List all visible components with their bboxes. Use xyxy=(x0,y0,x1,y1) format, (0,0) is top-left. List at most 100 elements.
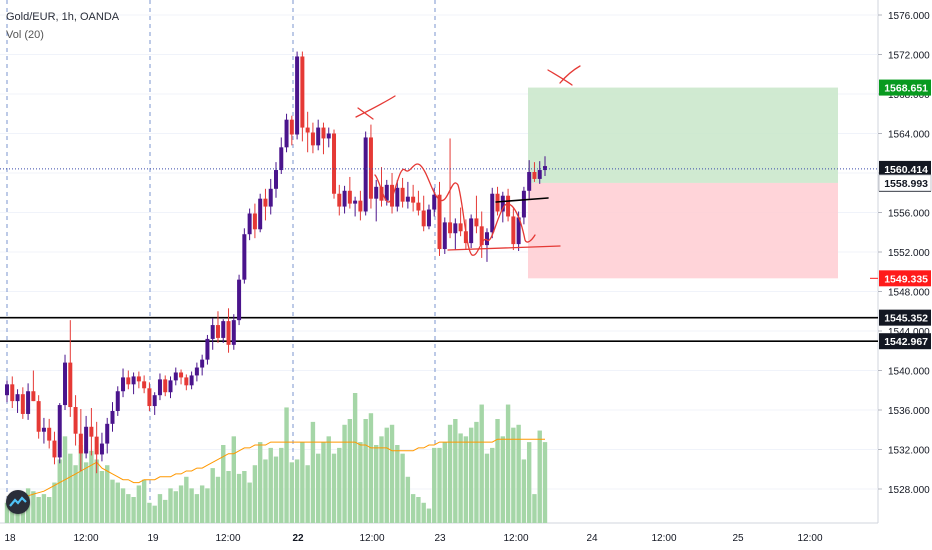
volume-bar xyxy=(453,419,458,523)
volume-bar xyxy=(120,488,126,523)
candle-body xyxy=(279,147,284,171)
volume-bar xyxy=(252,465,258,523)
price-tag-box xyxy=(879,270,931,287)
candle-body xyxy=(231,320,236,345)
volume-bar xyxy=(231,436,237,523)
volume-bar xyxy=(215,476,221,523)
candle-body xyxy=(147,388,152,407)
volume-bar xyxy=(410,494,416,523)
position-profit-zone xyxy=(528,87,838,183)
volume-bar xyxy=(31,491,36,523)
candle-body xyxy=(453,223,458,234)
candle-body xyxy=(458,223,463,232)
candle-body xyxy=(405,196,410,202)
volume-bar xyxy=(505,404,511,523)
volume-bar xyxy=(199,485,205,523)
candle-body xyxy=(500,195,505,212)
time-tick-label: 22 xyxy=(292,533,304,544)
candle-body xyxy=(163,379,168,393)
candle-body xyxy=(305,127,310,133)
candle-body xyxy=(316,127,321,146)
time-tick-label: 25 xyxy=(732,533,744,544)
candle-body xyxy=(484,232,489,246)
candle-body xyxy=(63,362,68,406)
price-tag-box xyxy=(878,174,932,192)
volume-bar xyxy=(163,499,168,523)
candle-body xyxy=(152,395,157,407)
candle-body xyxy=(258,198,263,230)
candle-body xyxy=(321,127,326,139)
volume-bar xyxy=(168,488,173,523)
volume-indicator-label: Vol (20) xyxy=(6,29,44,41)
volume-bar xyxy=(479,404,484,523)
volume-bar xyxy=(468,427,474,523)
price-tag-box xyxy=(879,160,931,177)
candle-body xyxy=(252,213,257,230)
volume-bar xyxy=(273,456,279,523)
volume-bar xyxy=(521,459,527,523)
annotation-stroke xyxy=(357,107,374,120)
candle-body xyxy=(99,443,104,455)
volume-bar xyxy=(89,450,94,523)
candle-body xyxy=(89,426,94,437)
time-axis-labels: 18 12:00 19 12:00 22 12:00 23 12:00 24 12:00 25 12:… xyxy=(4,533,823,544)
candle-body xyxy=(469,218,474,244)
candle-body xyxy=(274,170,278,189)
volume-bar xyxy=(173,491,178,523)
volume-bar xyxy=(152,505,157,523)
volume-bar xyxy=(115,482,120,523)
tradingview-logo-icon[interactable] xyxy=(6,490,30,514)
candle-body xyxy=(474,218,479,227)
candle-body xyxy=(57,405,62,458)
price-tick-label: 1572.000 xyxy=(888,51,930,62)
candle-body xyxy=(263,198,268,207)
volume-bar xyxy=(131,497,136,523)
time-tick-label: 12:00 xyxy=(73,533,98,544)
price-tick-label: 1528.000 xyxy=(888,485,930,496)
volume-bar xyxy=(400,453,405,523)
candle-body xyxy=(379,186,384,201)
candle-body xyxy=(47,427,52,441)
price-tick-label: 1536.000 xyxy=(888,406,930,417)
volume-bar xyxy=(484,453,490,523)
candle-body xyxy=(363,137,368,212)
candle-body xyxy=(247,213,252,235)
volume-bar xyxy=(284,407,289,523)
candle-body xyxy=(384,184,389,201)
candle-body xyxy=(168,380,173,393)
volume-bar xyxy=(405,476,411,523)
candle-body xyxy=(511,216,516,245)
volume-bar xyxy=(242,471,247,523)
volume-bar xyxy=(532,494,537,523)
candle-body xyxy=(532,172,537,179)
candle-body xyxy=(173,372,178,381)
volume-bar xyxy=(147,502,152,523)
volume-bar xyxy=(247,482,252,523)
candle-body xyxy=(326,133,331,139)
candle-body xyxy=(194,367,199,376)
time-tick-label: 19 xyxy=(147,533,159,544)
candle-body xyxy=(310,132,315,146)
price-tag-box xyxy=(879,309,931,326)
candle-body xyxy=(121,377,126,392)
time-tick-label: 12:00 xyxy=(359,533,384,544)
price-tag-label: 1545.352 xyxy=(884,313,928,325)
price-tag-box xyxy=(879,333,931,350)
volume-bar xyxy=(495,419,500,523)
volume-bar xyxy=(189,488,194,523)
volume-bar xyxy=(57,459,62,523)
candle-body xyxy=(157,379,162,396)
candle-body xyxy=(68,362,73,408)
candle-body xyxy=(342,190,347,207)
candle-body xyxy=(442,222,447,250)
position-loss-zone xyxy=(528,182,838,279)
volume-bar xyxy=(321,442,326,523)
volume-bar xyxy=(442,442,447,523)
volume-bar xyxy=(68,453,73,523)
volume-bar xyxy=(226,471,231,523)
price-tick-label: 1532.000 xyxy=(888,446,930,457)
candle-body xyxy=(506,195,511,217)
volume-bar xyxy=(205,488,210,523)
annotation-stroke xyxy=(559,65,581,84)
